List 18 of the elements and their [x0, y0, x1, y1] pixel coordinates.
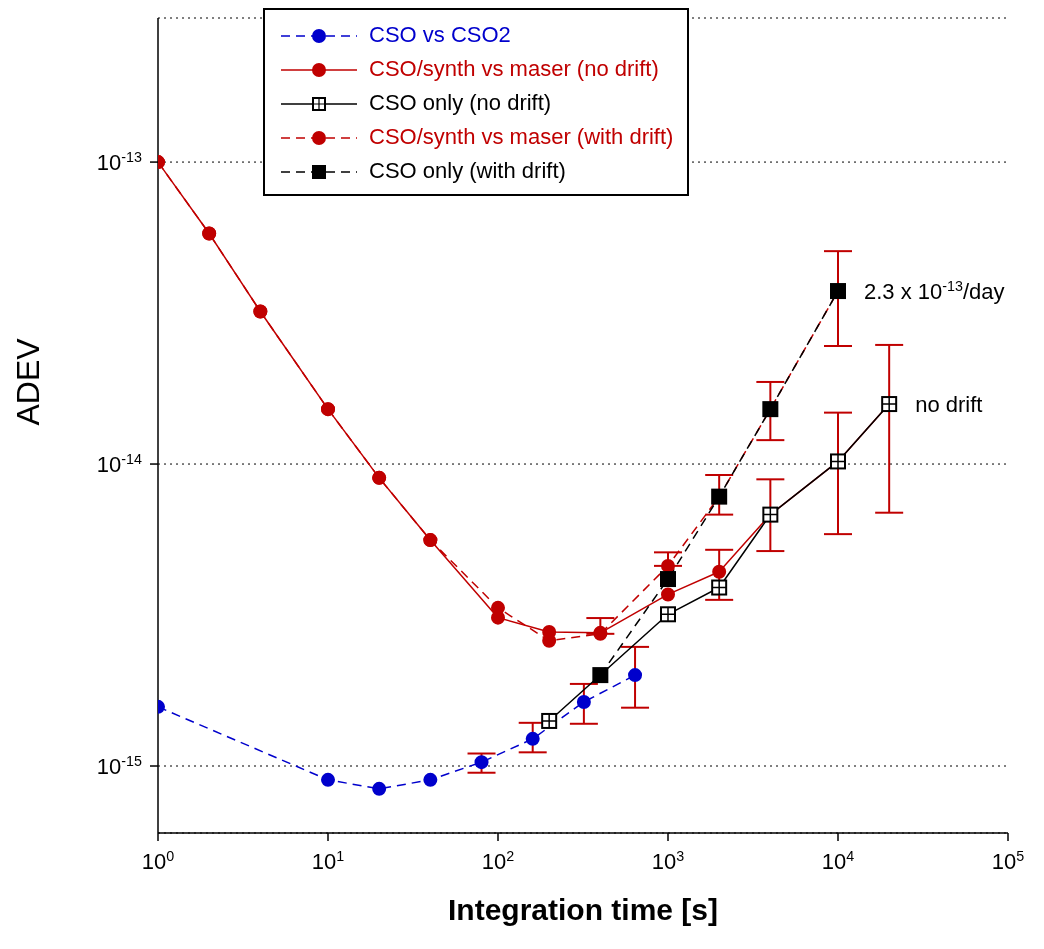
- x-tick-label: 10$^{4}$: [821, 848, 855, 874]
- legend-label: CSO only (no drift): [369, 90, 552, 115]
- x-tick-label: 10$^{2}$: [481, 848, 515, 874]
- y-axis-title: ADEV: [10, 337, 47, 426]
- legend-label: CSO vs CSO2: [369, 22, 511, 47]
- y-tick-label: 10$^{-14}$: [96, 451, 143, 478]
- legend-label: CSO/synth vs maser (with drift): [369, 124, 674, 149]
- x-tick-label: 10$^{5}$: [991, 848, 1025, 874]
- x-axis-title: Integration time [s]: [447, 893, 719, 926]
- x-tick-label: 10$^{1}$: [311, 848, 345, 874]
- y-tick-label: 10$^{-15}$: [96, 753, 143, 780]
- y-tick-label: 10$^{-13}$: [96, 149, 143, 176]
- legend-label: CSO only (with drift): [369, 158, 566, 183]
- x-tick-label: 10$^{0}$: [141, 848, 175, 874]
- legend-label: CSO/synth vs maser (no drift): [369, 56, 659, 81]
- annotation: 2.3 x 10$^{-13}$/day: [864, 278, 1005, 305]
- x-tick-label: 10$^{3}$: [651, 848, 685, 874]
- annotation: no drift: [915, 392, 983, 418]
